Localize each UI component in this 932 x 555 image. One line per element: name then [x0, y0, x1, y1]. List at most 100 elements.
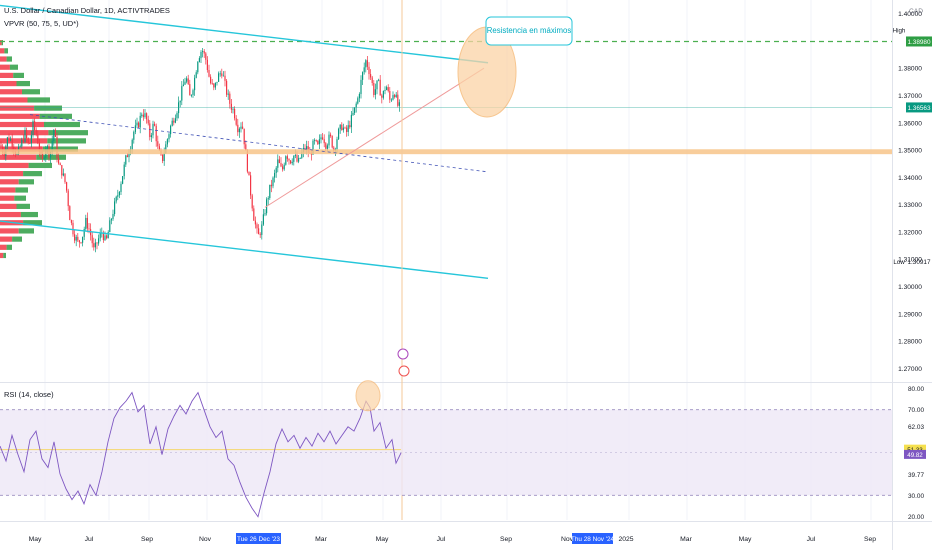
candle-body [226, 80, 228, 95]
candle-body [360, 79, 362, 95]
candle-body [256, 224, 258, 229]
time-highlight-a: Tue 26 Dec '23 [237, 536, 280, 543]
vpvr-bar-down-10 [0, 121, 44, 128]
candle-body [274, 172, 276, 178]
candle-body [224, 75, 226, 81]
candle-body [384, 90, 386, 92]
candle-body [331, 135, 333, 148]
vpvr-bar-down-9 [0, 113, 40, 119]
time-label-4: Mar [315, 536, 327, 543]
candle-body [208, 70, 210, 77]
candle-body [378, 79, 380, 81]
time-label-0: May [29, 536, 42, 543]
candle-body [104, 235, 106, 241]
candle-body [77, 236, 79, 241]
candle-body [283, 164, 285, 170]
candle-body [53, 129, 55, 141]
vpvr-bar-down-8 [0, 105, 35, 111]
candle-body [126, 155, 128, 158]
candle-body [336, 139, 338, 150]
candle-body [170, 125, 172, 135]
candle-body [206, 59, 208, 71]
candle-body [64, 173, 66, 183]
candle-body [262, 214, 264, 225]
current-value-label: 1.36563 [907, 105, 931, 112]
candle-body [184, 81, 186, 85]
vpvr-bar-up-26 [3, 252, 6, 259]
candle-body [78, 240, 80, 243]
candle-body [248, 171, 250, 176]
low-label: Low [893, 259, 905, 266]
candle-body [333, 147, 335, 151]
candle-body [83, 228, 85, 237]
candle-body [102, 232, 104, 241]
candle-body [373, 83, 375, 95]
candle-body [86, 217, 88, 229]
candle-body [0, 144, 2, 147]
support-zone [0, 149, 892, 155]
current-value-box [906, 102, 932, 113]
candle-body [109, 220, 111, 233]
vpvr-bar-up-22 [23, 220, 42, 226]
candle-body [117, 195, 119, 197]
candle-body [218, 73, 220, 82]
candle-body [150, 135, 152, 138]
candle-body [338, 128, 340, 140]
vpvr-bar-up-23 [18, 228, 34, 234]
vpvr-bar-down-20 [0, 203, 17, 209]
candle-body [173, 120, 175, 123]
candle-body [370, 74, 372, 78]
candle-body [222, 75, 224, 77]
candle-body [269, 184, 271, 199]
candle-body [139, 115, 141, 128]
candle-body [54, 129, 56, 137]
candle-body [358, 94, 360, 99]
candle-body [318, 139, 320, 145]
vpvr-bar-up-17 [18, 179, 34, 185]
currency-label: CAD [909, 8, 923, 15]
candle-body [293, 155, 295, 162]
candle-body [59, 163, 61, 166]
candle-body [235, 118, 237, 125]
candle-body [282, 166, 284, 170]
candle-body [181, 86, 183, 101]
candle-body [149, 123, 151, 138]
vpvr-bar-up-19 [14, 195, 26, 201]
candle-body [80, 242, 82, 244]
high-label: High [893, 27, 906, 34]
candle-body [203, 51, 205, 54]
candle-body [390, 99, 392, 101]
rsi-tick-7: 20.00 [908, 514, 924, 521]
time-label-9: 2025 [618, 536, 633, 543]
candle-body [146, 113, 148, 120]
time-label-13: Sep [864, 536, 876, 543]
mid-channel-line [29, 114, 489, 173]
vpvr-bar-down-26 [0, 252, 4, 259]
candle-body [42, 153, 44, 159]
candle-body [35, 129, 37, 135]
vpvr-bar-up-5 [16, 80, 30, 87]
candle-body [397, 94, 399, 106]
candle-body [56, 136, 58, 159]
candle-body [379, 79, 381, 96]
candle-body [243, 128, 245, 145]
vpvr-bar-up-0 [1, 40, 3, 46]
vpvr-bar-up-24 [12, 236, 22, 242]
vpvr-bar-down-18 [0, 187, 16, 193]
candle-body [325, 143, 327, 149]
candle-body [230, 103, 232, 110]
time-label-1: Jul [85, 536, 94, 543]
candle-body [312, 140, 314, 155]
candle-body [19, 146, 21, 148]
candle-body [291, 161, 293, 164]
candle-body [74, 234, 76, 241]
candle-body [37, 134, 39, 144]
candle-body [66, 182, 68, 191]
candle-body [254, 220, 256, 225]
vpvr-bar-down-13 [0, 146, 43, 152]
candle-body [363, 67, 365, 73]
candle-body [70, 220, 72, 223]
candle-body [192, 90, 194, 95]
